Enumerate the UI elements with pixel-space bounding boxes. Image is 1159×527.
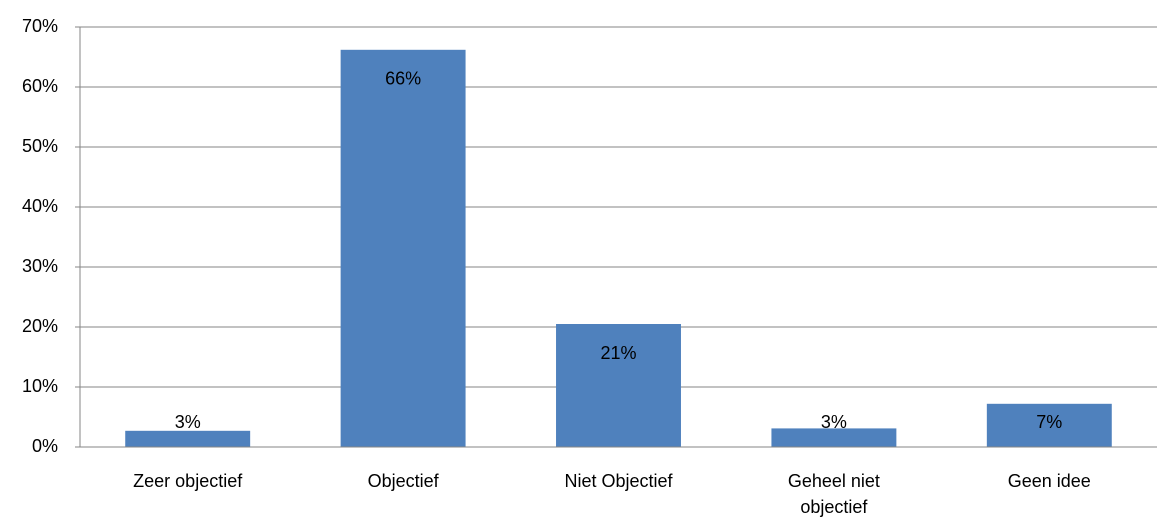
- data-label: 7%: [1036, 412, 1062, 432]
- data-label: 21%: [600, 343, 636, 363]
- bar: [340, 49, 466, 448]
- data-label: 3%: [175, 412, 201, 432]
- bar: [771, 428, 897, 447]
- x-tick-label: Geheel niet objectief: [787, 471, 880, 517]
- bar: [125, 430, 251, 447]
- x-tick-label: Geen idee: [1007, 471, 1091, 491]
- x-tick-label: Niet Objectief: [564, 471, 673, 491]
- y-tick-label: 50%: [22, 136, 58, 156]
- bar: [556, 324, 681, 447]
- y-tick-label: 40%: [22, 196, 58, 216]
- data-label: 66%: [385, 69, 421, 89]
- y-tick-label: 60%: [22, 76, 58, 96]
- y-tick-label: 30%: [22, 256, 58, 276]
- y-tick-label: 70%: [22, 16, 58, 36]
- x-tick-label: Objectief: [367, 471, 439, 491]
- y-tick-label: 0%: [32, 436, 58, 456]
- data-label: 3%: [821, 412, 847, 432]
- x-tick-label: Zeer objectief: [133, 471, 243, 491]
- y-tick-label: 10%: [22, 376, 58, 396]
- y-tick-label: 20%: [22, 316, 58, 336]
- bar: [986, 403, 1112, 447]
